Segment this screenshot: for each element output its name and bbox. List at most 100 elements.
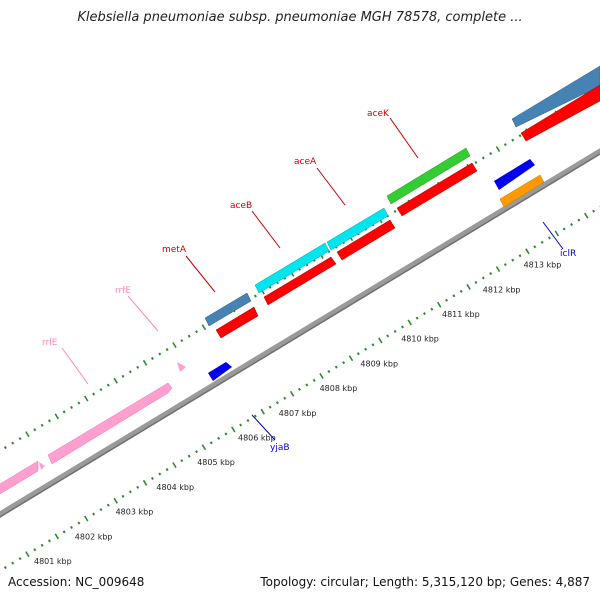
minor-tick	[195, 450, 199, 454]
major-tick	[25, 431, 30, 438]
rrlE-leader	[61, 347, 89, 385]
minor-tick	[18, 557, 22, 561]
minor-tick	[150, 356, 154, 360]
iclR-leader	[542, 221, 564, 250]
major-tick	[172, 462, 177, 469]
minor-tick	[3, 566, 7, 570]
rrlE-label: rrlE	[42, 338, 58, 348]
minor-tick	[489, 271, 493, 276]
minor-tick	[158, 472, 162, 476]
scale-label-4812: 4812 kbp	[483, 285, 521, 294]
major-tick	[584, 212, 589, 219]
minor-tick	[40, 423, 44, 427]
aceB-cds	[263, 256, 337, 306]
minor-tick	[305, 383, 309, 387]
minor-tick	[11, 441, 15, 445]
minor-tick	[481, 276, 485, 280]
major-tick	[142, 479, 148, 486]
minor-tick	[518, 254, 522, 258]
iclR-label: iclR	[560, 249, 576, 259]
aceK-leader	[389, 117, 419, 159]
minor-tick	[180, 339, 184, 343]
major-tick	[378, 337, 383, 344]
major-tick	[407, 319, 413, 326]
minor-tick	[540, 240, 544, 244]
minor-tick	[327, 369, 331, 374]
aceB-label: aceB	[230, 201, 252, 211]
major-tick	[466, 283, 471, 290]
metA-leader	[185, 255, 216, 293]
minor-tick	[481, 156, 485, 160]
major-tick	[289, 390, 295, 397]
major-tick	[231, 426, 236, 433]
major-tick	[495, 266, 501, 273]
aceA-tag	[326, 207, 389, 251]
iclR-feature	[494, 159, 535, 190]
major-tick	[201, 324, 207, 331]
minor-tick	[386, 334, 390, 338]
minor-tick	[570, 222, 574, 227]
major-tick	[83, 395, 89, 402]
major-tick	[554, 230, 560, 237]
major-tick	[25, 551, 30, 558]
minor-tick	[47, 419, 51, 423]
minor-tick	[518, 134, 522, 138]
minor-tick	[422, 312, 426, 316]
minor-tick	[459, 289, 463, 293]
minor-tick	[33, 428, 37, 432]
minor-tick	[452, 294, 456, 298]
minor-tick	[511, 258, 515, 262]
minor-tick	[136, 485, 140, 489]
aceB-leader	[251, 210, 281, 249]
minor-tick	[364, 347, 368, 351]
minor-tick	[136, 365, 140, 369]
major-tick	[525, 248, 530, 255]
minor-tick	[246, 418, 250, 423]
scale-label-4806: 4806 kbp	[238, 434, 276, 443]
aceA-leader	[316, 167, 346, 206]
major-tick	[201, 444, 207, 451]
major-tick	[495, 146, 501, 153]
major-tick	[54, 413, 60, 420]
minor-tick	[70, 525, 74, 529]
minor-tick	[106, 503, 110, 507]
minor-tick	[62, 410, 66, 414]
minor-tick	[150, 476, 154, 480]
major-tick	[436, 301, 442, 308]
backbone-shadow	[0, 153, 600, 518]
minor-tick	[187, 334, 191, 338]
minor-tick	[533, 245, 537, 249]
minor-tick	[474, 280, 478, 284]
minor-tick	[70, 405, 74, 409]
minor-tick	[99, 508, 103, 512]
minor-tick	[342, 361, 346, 365]
minor-tick	[371, 343, 375, 347]
minor-tick	[33, 548, 37, 552]
minor-tick	[92, 512, 96, 516]
aceK-cds	[396, 162, 478, 217]
minor-tick	[393, 209, 397, 213]
scale-label-4809: 4809 kbp	[360, 359, 398, 368]
inner-tick-row	[0, 205, 600, 575]
rrlE-feature	[47, 382, 173, 465]
minor-tick	[3, 446, 7, 450]
major-tick	[113, 497, 118, 504]
minor-tick	[11, 561, 15, 565]
rrfE-leader	[127, 295, 159, 332]
aceB-tag	[254, 242, 330, 294]
scale-label-4804: 4804 kbp	[156, 483, 194, 492]
minor-tick	[187, 454, 191, 458]
yjaB-leader	[251, 414, 276, 441]
scale-label-4805: 4805 kbp	[197, 458, 235, 467]
minor-tick	[99, 388, 103, 392]
orange-feature	[499, 174, 545, 208]
scale-label-4801: 4801 kbp	[34, 557, 72, 566]
minor-tick	[445, 298, 449, 302]
backbone-line	[0, 148, 600, 517]
minor-tick	[562, 227, 566, 231]
minor-tick	[165, 347, 169, 352]
minor-tick	[77, 401, 81, 405]
yjaB-label: yjaB	[270, 443, 290, 453]
aceA-label: aceA	[294, 157, 317, 167]
